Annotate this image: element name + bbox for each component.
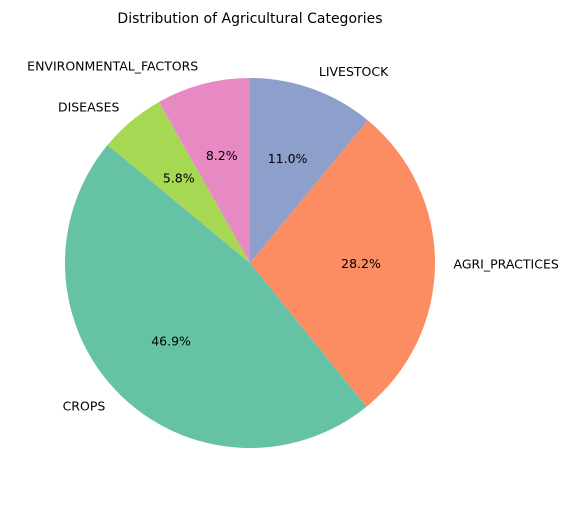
category-label-crops: CROPS bbox=[63, 399, 106, 414]
category-label-agri-practices: AGRI_PRACTICES bbox=[453, 256, 558, 271]
pie-slice-crops bbox=[65, 144, 367, 448]
pie-slice-agri-practices bbox=[250, 120, 435, 407]
percent-label-livestock: 11.0% bbox=[268, 151, 308, 166]
category-labels: LIVESTOCK AGRI_PRACTICES CROPS DISEASES ENVI… bbox=[27, 59, 559, 414]
category-label-environmental-factors: ENVIRONMENTAL_FACTORS bbox=[27, 59, 198, 74]
category-label-diseases: DISEASES bbox=[58, 99, 120, 114]
percent-label-environmental-factors: 8.2% bbox=[206, 148, 238, 163]
percent-label-crops: 46.9% bbox=[151, 334, 191, 349]
chart-title: Distribution of Agricultural Categories bbox=[117, 11, 382, 27]
pie-slice-diseases bbox=[107, 101, 250, 263]
percent-labels: 11.0% 28.2% 46.9% 5.8% 8.2% bbox=[151, 148, 381, 348]
percent-label-diseases: 5.8% bbox=[163, 170, 195, 185]
category-label-livestock: LIVESTOCK bbox=[319, 64, 389, 79]
pie-slice-livestock bbox=[250, 78, 368, 263]
percent-label-agri-practices: 28.2% bbox=[341, 256, 381, 271]
pie-slice-environmental-factors bbox=[158, 78, 250, 263]
pie-slices bbox=[65, 78, 435, 448]
